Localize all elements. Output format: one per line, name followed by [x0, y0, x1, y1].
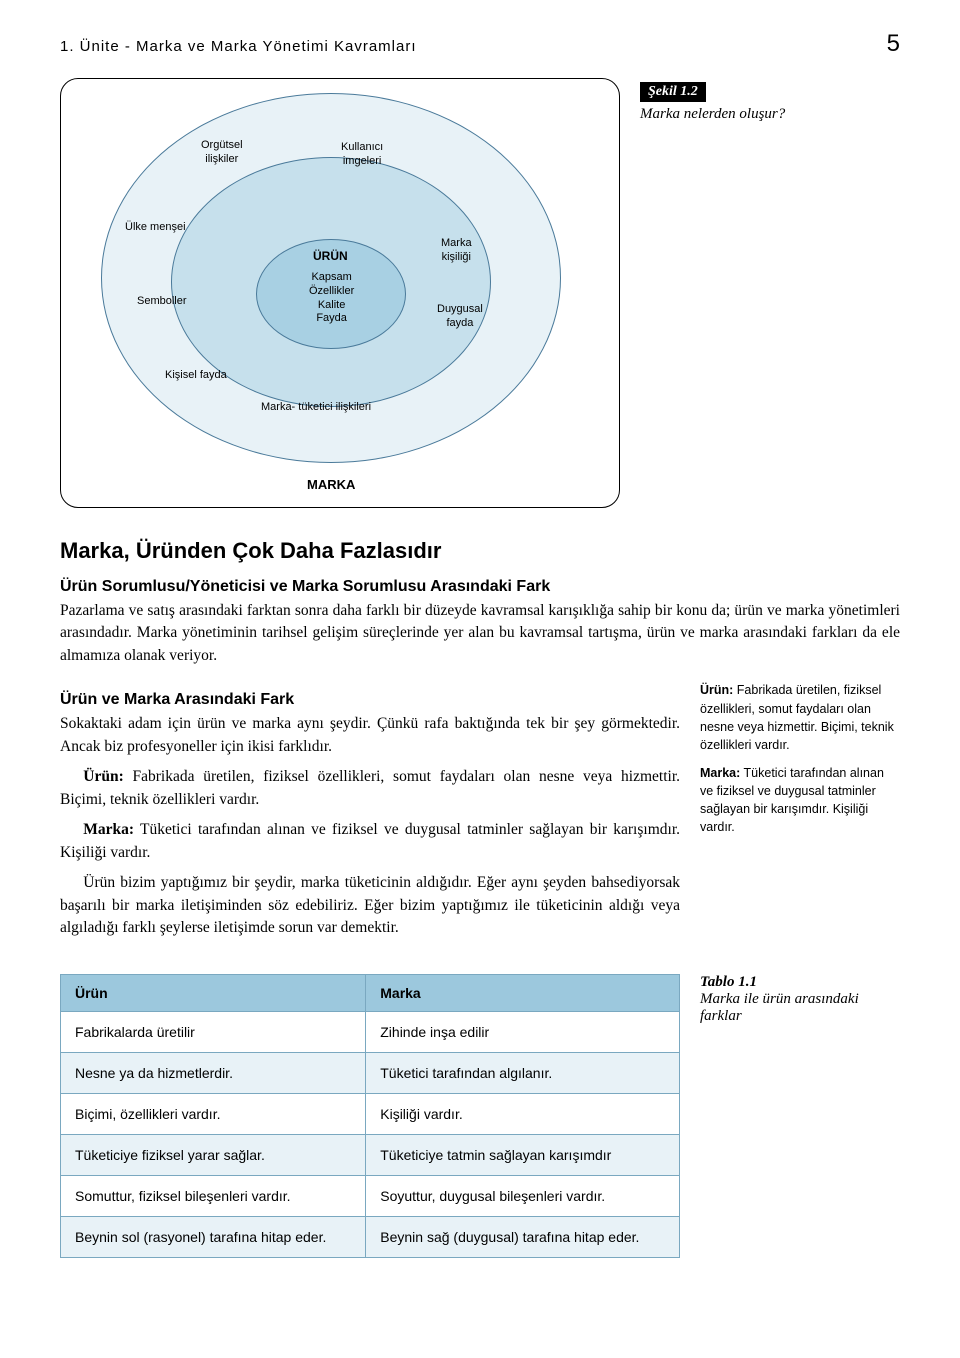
two-column-block: Ürün ve Marka Arasındaki Fark Sokaktaki …	[60, 681, 900, 947]
label-semboller: Semboller	[137, 295, 187, 309]
sub2-p2: Ürün: Fabrikada üretilen, fiziksel özell…	[60, 766, 680, 811]
table-cell: Tüketiciye tatmin sağlayan karışımdır	[366, 1134, 680, 1175]
urun-text: Fabrikada üretilen, fiziksel özellikleri…	[60, 768, 680, 807]
sub1-heading: Ürün Sorumlusu/Yöneticisi ve Marka Sorum…	[60, 578, 900, 596]
label-kisisel-fayda: Kişisel fayda	[165, 369, 227, 383]
sidebar-marka: Marka: Tüketici tarafından alınan ve fiz…	[700, 764, 900, 837]
sub2-p1: Sokaktaki adam için ürün ve marka aynı ş…	[60, 713, 680, 758]
sub2-p3: Marka: Tüketici tarafından alınan ve fiz…	[60, 819, 680, 864]
sidebar-marka-term: Marka:	[700, 766, 740, 780]
table-cell: Zihinde inşa edilir	[366, 1011, 680, 1052]
table-cell: Beynin sol (rasyonel) tarafına hitap ede…	[61, 1216, 366, 1257]
sub2-heading: Ürün ve Marka Arasındaki Fark	[60, 691, 680, 709]
table-cell: Tüketici tarafından algılanır.	[366, 1052, 680, 1093]
table-caption-block: Tablo 1.1 Marka ile ürün arasındaki fark…	[700, 974, 900, 1025]
table-row: Fabrikalarda üretilirZihinde inşa edilir	[61, 1011, 680, 1052]
table-row: Ürün Marka Fabrikalarda üretilirZihinde …	[60, 974, 900, 1258]
table-row: Beynin sol (rasyonel) tarafına hitap ede…	[61, 1216, 680, 1257]
table-wrap: Ürün Marka Fabrikalarda üretilirZihinde …	[60, 974, 680, 1258]
table-col-urun: Ürün	[61, 974, 366, 1011]
table-cell: Somuttur, fiziksel bileşenleri vardır.	[61, 1175, 366, 1216]
page-number: 5	[887, 30, 900, 58]
table-row: Tüketiciye fiziksel yarar sağlar.Tüketic…	[61, 1134, 680, 1175]
table-cell: Beynin sağ (duygusal) tarafına hitap ede…	[366, 1216, 680, 1257]
marka-text: Tüketici tarafından alınan ve fiziksel v…	[60, 821, 680, 860]
sub1-body: Pazarlama ve satış arasındaki farktan so…	[60, 600, 900, 667]
sidebar-column: Ürün: Fabrikada üretilen, fiziksel özell…	[700, 681, 900, 947]
table-body: Fabrikalarda üretilirZihinde inşa edilir…	[61, 1011, 680, 1257]
table-cell: Tüketiciye fiziksel yarar sağlar.	[61, 1134, 366, 1175]
sidebar-urun-term: Ürün:	[700, 683, 733, 697]
main-column: Ürün ve Marka Arasındaki Fark Sokaktaki …	[60, 681, 680, 947]
table-row: Nesne ya da hizmetlerdir.Tüketici tarafı…	[61, 1052, 680, 1093]
sub2-p4: Ürün bizim yaptığımız bir şeydir, marka …	[60, 872, 680, 939]
figure-label: Şekil 1.2	[640, 82, 706, 102]
table-cell: Nesne ya da hizmetlerdir.	[61, 1052, 366, 1093]
table-caption: Marka ile ürün arasındaki farklar	[700, 991, 900, 1025]
figure-box: Orgütselilişkiler Kullanıcıimgeleri Ülke…	[60, 78, 620, 508]
table-cell: Biçimi, özellikleri vardır.	[61, 1093, 366, 1134]
table-row: Somuttur, fiziksel bileşenleri vardır.So…	[61, 1175, 680, 1216]
sidebar-urun: Ürün: Fabrikada üretilen, fiziksel özell…	[700, 681, 900, 754]
table-col-marka: Marka	[366, 974, 680, 1011]
label-duygusal: Duygusalfayda	[437, 303, 483, 331]
label-kullanici: Kullanıcıimgeleri	[341, 141, 383, 169]
label-urun-mid: ÜRÜN	[313, 249, 348, 264]
table-cell: Fabrikalarda üretilir	[61, 1011, 366, 1052]
comparison-table: Ürün Marka Fabrikalarda üretilirZihinde …	[60, 974, 680, 1258]
page-header: 1. Ünite - Marka ve Marka Yönetimi Kavra…	[60, 30, 900, 58]
label-inner-lines: KapsamÖzelliklerKaliteFayda	[309, 271, 354, 326]
header-title: 1. Ünite - Marka ve Marka Yönetimi Kavra…	[60, 38, 417, 55]
table-label: Tablo 1.1	[700, 974, 900, 991]
figure-row: Orgütselilişkiler Kullanıcıimgeleri Ülke…	[60, 78, 900, 508]
table-cell: Kişiliği vardır.	[366, 1093, 680, 1134]
table-row: Biçimi, özellikleri vardır.Kişiliği vard…	[61, 1093, 680, 1134]
label-marka-tuketici: Marka- tüketici ilişkileri	[261, 401, 371, 415]
label-orgutsel: Orgütselilişkiler	[201, 139, 243, 167]
figure-caption: Marka nelerden oluşur?	[640, 106, 900, 123]
label-marka-outer: MARKA	[307, 477, 355, 493]
label-marka-kisiligi: Markakişiliği	[441, 237, 472, 265]
figure-caption-block: Şekil 1.2 Marka nelerden oluşur?	[640, 78, 900, 123]
marka-bold: Marka:	[83, 821, 134, 838]
urun-bold: Ürün:	[83, 768, 123, 785]
table-cell: Soyuttur, duygusal bileşenleri vardır.	[366, 1175, 680, 1216]
section-heading: Marka, Üründen Çok Daha Fazlasıdır	[60, 538, 900, 564]
label-ulke: Ülke menşei	[125, 221, 186, 235]
